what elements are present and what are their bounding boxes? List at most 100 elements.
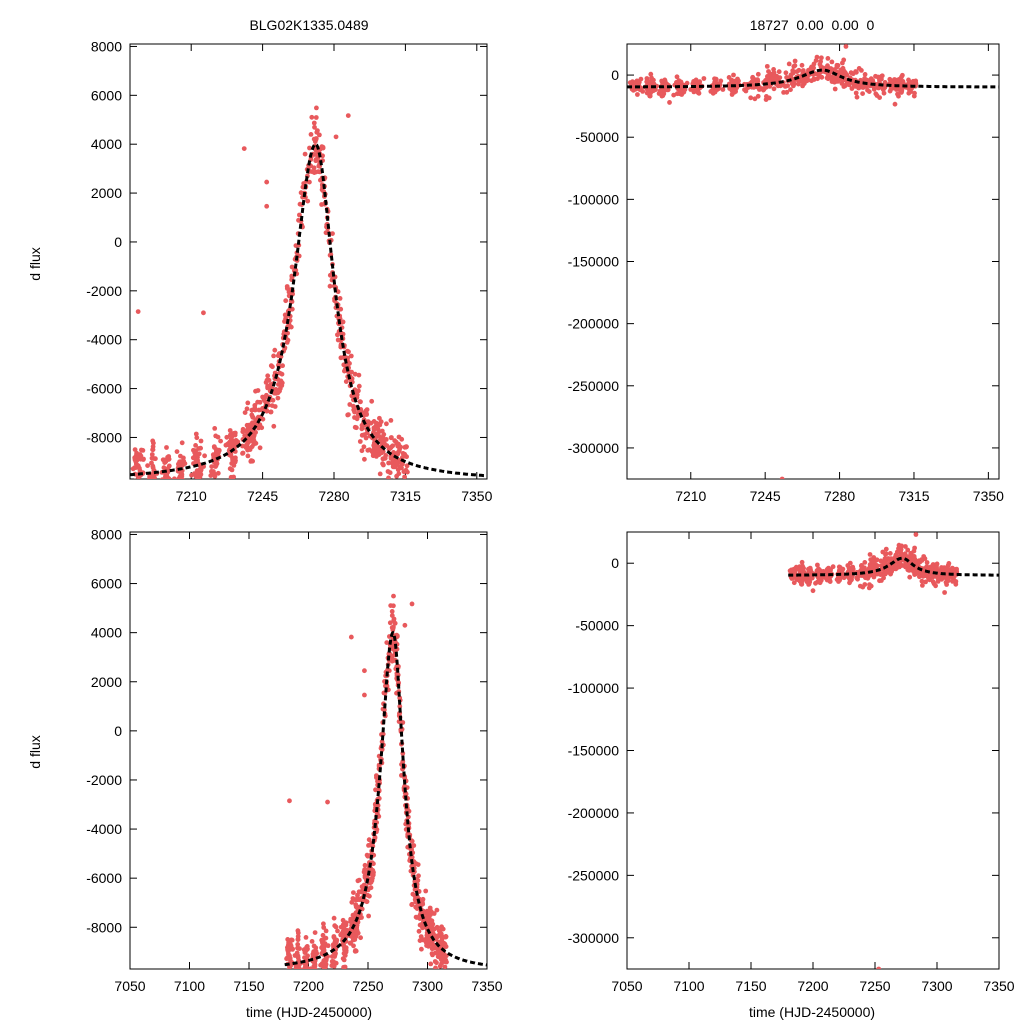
data-point (820, 65, 826, 71)
data-point (856, 85, 861, 91)
panel-top-right: 0 -50000 -100000 -150000 -200000 -250000 -3000… (568, 43, 1004, 504)
data-point (375, 448, 381, 454)
data-point (311, 943, 317, 949)
data-point (262, 396, 267, 402)
data-point (420, 925, 425, 931)
top-right-title: 18727 0.00 0.00 0 (750, 17, 875, 33)
data-point (263, 380, 269, 385)
data-point (811, 61, 817, 67)
data-point (791, 83, 796, 89)
data-point (256, 407, 262, 413)
data-point (165, 485, 170, 490)
data-point (388, 435, 394, 441)
data-point (391, 593, 396, 599)
data-point (429, 951, 435, 956)
data-point (419, 946, 424, 952)
data-point (434, 907, 440, 913)
data-point (193, 452, 199, 457)
data-point (950, 579, 955, 584)
data-point (942, 590, 947, 595)
data-point (390, 627, 396, 633)
data-point (440, 934, 445, 940)
y-tick-label: 0 (611, 555, 619, 571)
data-point (809, 575, 814, 581)
data-point (342, 947, 347, 953)
data-point (395, 451, 401, 457)
data-point (230, 457, 236, 463)
plot-frame (626, 531, 1000, 970)
plot-frame (129, 531, 488, 970)
y-tick-label: 8000 (91, 526, 122, 542)
data-point (896, 542, 902, 548)
data-point (404, 479, 409, 484)
data-point (135, 493, 140, 498)
data-point (323, 230, 329, 236)
data-point (298, 972, 303, 977)
data-point (212, 426, 218, 431)
data-point (331, 970, 336, 975)
data-point (346, 412, 351, 417)
data-point (811, 77, 817, 82)
data-point (357, 897, 363, 903)
data-point (387, 470, 393, 476)
data-point (796, 67, 802, 73)
x-tick-label: 7200 (293, 978, 324, 994)
data-point (315, 128, 320, 134)
data-point (816, 572, 821, 578)
data-point (421, 937, 426, 943)
data-point (939, 576, 945, 582)
data-point (228, 452, 234, 458)
data-point (311, 953, 316, 958)
data-point (426, 910, 431, 916)
x-tick-label: 7210 (176, 488, 207, 504)
data-point (320, 144, 326, 150)
data-point (193, 431, 199, 437)
outlier-point (345, 113, 351, 119)
data-point (353, 948, 358, 953)
data-point (389, 609, 395, 614)
data-point (343, 930, 348, 935)
data-point (319, 202, 324, 207)
data-point (341, 957, 347, 963)
data-point (814, 54, 820, 60)
data-point (911, 548, 917, 554)
data-point (178, 475, 183, 479)
data-point (253, 417, 259, 423)
data-point (870, 565, 875, 570)
outlier-point (325, 799, 330, 805)
data-point (364, 407, 370, 412)
data-point (853, 69, 859, 74)
data-point (434, 971, 439, 976)
top-left-title: BLG02K1335.0489 (249, 17, 368, 33)
data-point (664, 87, 670, 93)
data-point (443, 934, 449, 940)
data-point (363, 435, 369, 441)
data-point (834, 64, 840, 70)
data-point (285, 955, 291, 960)
y-tick-label: -8000 (86, 429, 122, 445)
data-point (202, 453, 208, 459)
data-point (312, 960, 317, 966)
data-point (877, 578, 882, 584)
data-point (386, 460, 391, 466)
data-point (907, 574, 913, 580)
data-point (340, 319, 346, 325)
data-point (755, 93, 761, 99)
data-point (231, 474, 236, 479)
data-point (287, 970, 292, 975)
data-point (635, 92, 640, 97)
data-point (792, 58, 798, 64)
data-point (792, 63, 798, 68)
data-point (312, 139, 318, 144)
data-point (323, 928, 329, 934)
data-point (305, 198, 311, 204)
data-point (150, 447, 156, 453)
data-point (348, 353, 354, 359)
data-point (354, 425, 359, 431)
data-point (145, 463, 151, 468)
y-tick-label: -50000 (575, 618, 619, 634)
outlier-point (362, 692, 367, 698)
data-point (817, 73, 822, 79)
data-point (392, 620, 398, 626)
